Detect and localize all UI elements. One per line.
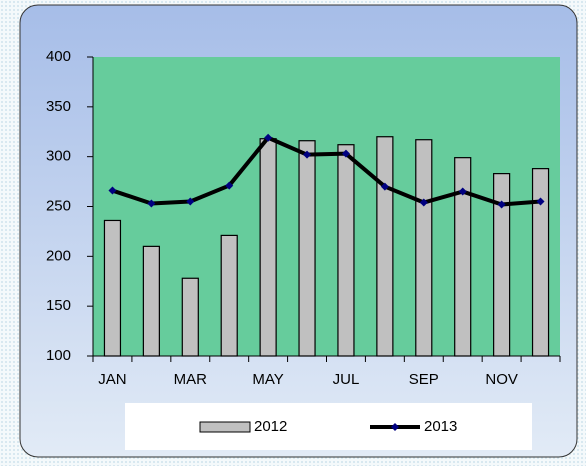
x-tick-label: NOV	[485, 371, 518, 388]
bar	[337, 144, 355, 357]
marker	[380, 182, 389, 191]
y-tick-label: 100	[46, 347, 71, 364]
y-tick-label: 400	[46, 48, 71, 65]
bar	[531, 168, 550, 357]
legend-marker	[391, 423, 399, 431]
legend-swatch	[199, 421, 251, 433]
marker	[147, 199, 156, 208]
bar	[181, 277, 199, 357]
bar	[298, 140, 316, 357]
y-tick-label: 350	[46, 98, 71, 115]
marker	[108, 186, 117, 195]
plot-area	[93, 57, 560, 356]
marker	[497, 200, 506, 209]
x-tick-label: MAY	[252, 371, 283, 388]
y-tick-label: 150	[46, 297, 71, 314]
bar	[454, 157, 472, 357]
legend-label: 2013	[424, 418, 457, 435]
marker	[536, 197, 545, 206]
line	[111, 135, 541, 207]
x-tick-label: JAN	[98, 371, 126, 388]
bar	[376, 136, 394, 357]
x-tick-label: MAR	[174, 371, 208, 388]
marker	[264, 133, 273, 142]
y-tick-label: 200	[46, 247, 71, 264]
marker	[341, 149, 350, 158]
legend-label: 2012	[254, 418, 287, 435]
legend-box	[125, 403, 532, 450]
x-tick-label: JUL	[333, 371, 360, 388]
bar	[415, 139, 433, 357]
marker	[419, 198, 428, 207]
marker	[458, 187, 467, 196]
bar	[103, 219, 122, 357]
marker	[303, 150, 312, 159]
y-tick-label: 250	[46, 197, 71, 214]
marker	[225, 181, 234, 190]
bar	[220, 234, 238, 357]
bar	[259, 138, 277, 357]
y-tick-label: 300	[46, 148, 71, 165]
bar	[142, 245, 160, 357]
marker	[186, 197, 195, 206]
bar	[493, 173, 511, 357]
x-tick-label: SEP	[409, 371, 439, 388]
